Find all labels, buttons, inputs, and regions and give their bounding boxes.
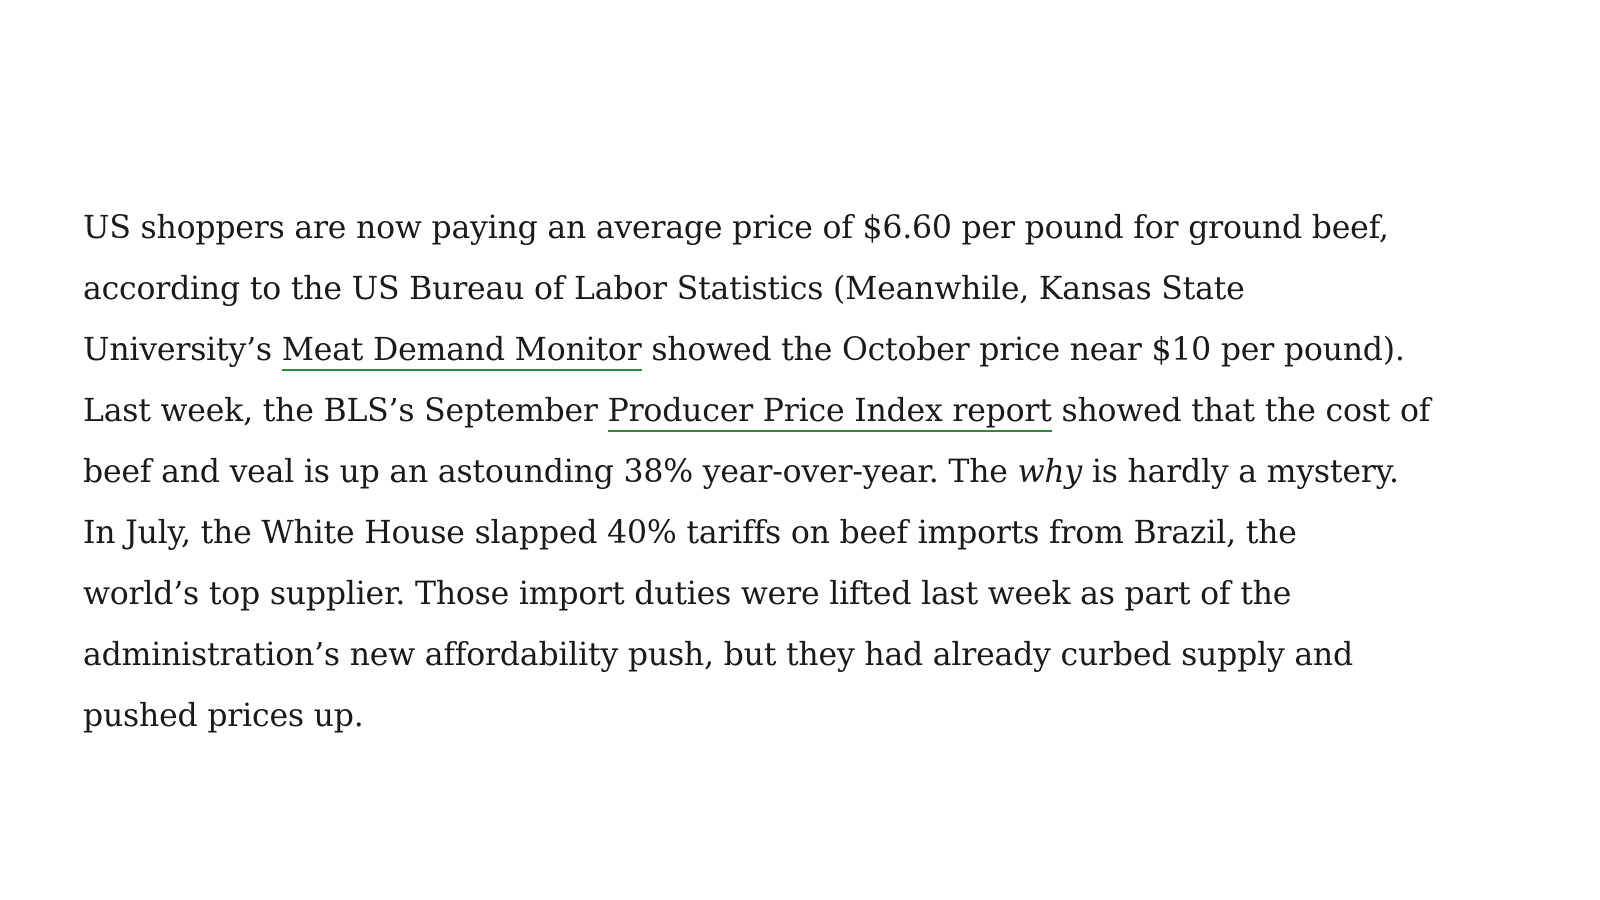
text-segment: showed the October price near $10 per po… (641, 332, 1405, 368)
paragraph-line: administration’s new affordability push,… (83, 637, 1353, 673)
paragraph-line: beef and veal is up an astounding 38% ye… (83, 442, 1523, 503)
text-segment: beef and veal is up an astounding 38% ye… (83, 454, 1018, 490)
paragraph-line: pushed prices up. (83, 698, 364, 734)
paragraph-line: US shoppers are now paying an average pr… (83, 210, 1389, 246)
paragraph-line: world’s top supplier. Those import dutie… (83, 576, 1292, 612)
article-paragraph: US shoppers are now paying an average pr… (83, 198, 1523, 747)
meat-demand-monitor-link[interactable]: Meat Demand Monitor (281, 332, 642, 371)
paragraph-line: University’s Meat Demand Monitor showed … (83, 320, 1523, 381)
producer-price-index-report-link[interactable]: Producer Price Index report (607, 393, 1052, 432)
text-segment: University’s (83, 332, 282, 368)
paragraph-line: In July, the White House slapped 40% tar… (83, 515, 1297, 551)
article-body: US shoppers are now paying an average pr… (83, 198, 1523, 747)
paragraph-line: according to the US Bureau of Labor Stat… (83, 271, 1245, 307)
paragraph-line: Last week, the BLS’s September Producer … (83, 381, 1523, 442)
emphasis-why: why (1017, 454, 1083, 490)
text-segment: Last week, the BLS’s September (83, 393, 608, 429)
text-segment: is hardly a mystery. (1082, 454, 1399, 490)
text-segment: showed that the cost of (1051, 393, 1431, 429)
